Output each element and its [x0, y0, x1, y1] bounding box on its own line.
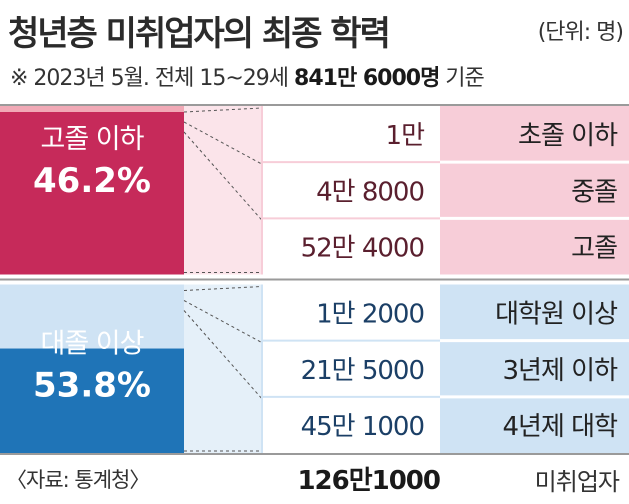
category-cell — [440, 106, 629, 163]
header: 청년층 미취업자의 최종 학력 (단위: 명) — [8, 2, 624, 54]
value-cell — [262, 162, 440, 219]
source-note: 〈자료: 통계청〉 — [6, 468, 150, 492]
category-cell — [440, 218, 629, 275]
unit-label: (단위: 명) — [537, 20, 624, 45]
value-label: 21만 5000 — [301, 356, 424, 386]
category-cell — [440, 396, 629, 453]
group-panel — [0, 348, 184, 453]
subtitle-total: 841만 6000명 — [294, 66, 440, 91]
fan-bg — [184, 106, 262, 275]
group-panel — [0, 108, 184, 275]
fan-connector — [183, 300, 263, 344]
value-cell — [262, 340, 440, 397]
value-label: 52만 4000 — [301, 233, 424, 263]
category-cell — [440, 284, 629, 341]
subtitle-prefix: ※ 2023년 5월. 전체 15~29세 — [10, 66, 295, 91]
group-panel-top — [0, 284, 184, 349]
group-share-label: 53.8% — [33, 366, 151, 406]
value-cell — [262, 106, 440, 163]
fan-connector — [183, 286, 263, 291]
total-value: 126만1000 — [297, 466, 441, 496]
group-panel-strip — [0, 106, 184, 112]
page-title: 청년층 미취업자의 최종 학력 — [8, 14, 391, 54]
value-label: 45만 1000 — [301, 412, 424, 442]
fan-connector — [183, 107, 263, 113]
category-cell — [440, 340, 629, 397]
category-label: 중졸 — [571, 177, 617, 207]
value-label: 1만 — [386, 121, 425, 151]
top-divider — [0, 104, 629, 106]
category-label: 초졸 이하 — [518, 121, 618, 151]
value-label: 1만 2000 — [316, 300, 424, 330]
subtitle: ※ 2023년 5월. 전체 15~29세 841만 6000명 기준 — [10, 60, 485, 92]
group-label: 고졸 이하 — [41, 124, 145, 155]
category-label: 4년제 대학 — [503, 412, 618, 442]
value-cell — [262, 218, 440, 275]
category-label: 대학원 이상 — [495, 300, 617, 330]
fan-connector — [183, 131, 263, 221]
fan-connector — [183, 310, 263, 400]
fan-bg — [184, 284, 262, 453]
total-label: 미취업자 — [534, 468, 620, 496]
value-cell — [262, 396, 440, 453]
category-label: 3년제 이하 — [503, 356, 619, 386]
value-cell — [262, 284, 440, 341]
fan-connector — [183, 121, 263, 165]
bottom-divider — [0, 453, 629, 455]
category-label: 고졸 — [571, 233, 617, 263]
value-label: 4만 8000 — [316, 177, 424, 207]
subtitle-suffix: 기준 — [439, 66, 485, 91]
group-label: 대졸 이상 — [41, 329, 144, 360]
group-share-label: 46.2% — [33, 161, 151, 201]
category-cell — [440, 162, 629, 219]
